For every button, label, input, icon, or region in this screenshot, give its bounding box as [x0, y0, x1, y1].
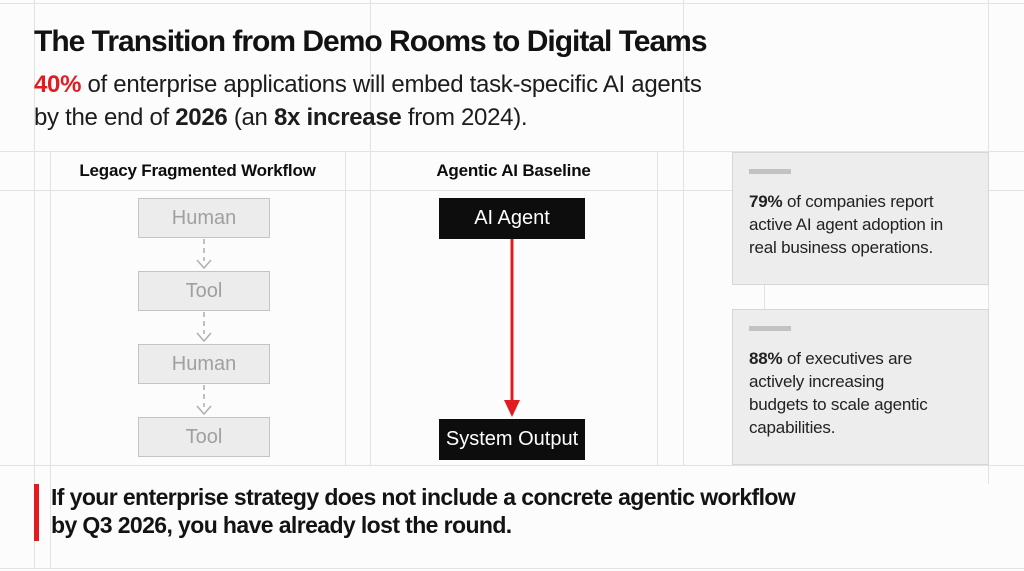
- grid-line: [0, 465, 1024, 466]
- workflow-box-tool-2: Tool: [138, 417, 270, 457]
- callout-line: If your enterprise strategy does not inc…: [51, 484, 796, 510]
- grid-line: [0, 3, 1024, 4]
- callout-accent-bar: [34, 484, 39, 541]
- stat-value-88: 88%: [749, 349, 783, 368]
- grid-line: [345, 151, 346, 465]
- panel-header-legacy: Legacy Fragmented Workflow: [79, 160, 316, 180]
- card-accent-bar: [749, 169, 791, 174]
- stat-card-line: of executives are: [782, 349, 913, 368]
- grid-line: [0, 568, 1024, 569]
- grid-line: [0, 190, 1024, 191]
- grid-line: [657, 151, 658, 465]
- year-highlight: 2026: [175, 104, 228, 131]
- stat-card-budgets: 88% of executives are actively increasin…: [732, 309, 989, 465]
- stat-card-text: 79% of companies report active AI agent …: [749, 190, 974, 259]
- grid-line: [0, 151, 1024, 152]
- stat-highlight-40: 40%: [34, 71, 82, 98]
- stat-card-line: budgets to scale agentic: [749, 395, 928, 414]
- callout-text: If your enterprise strategy does not inc…: [51, 483, 971, 539]
- subtitle-text: of enterprise applications will embed ta…: [81, 71, 702, 98]
- subtitle: 40% of enterprise applications will embe…: [34, 68, 974, 134]
- stat-card-line: real business operations.: [749, 238, 934, 257]
- stat-card-text: 88% of executives are actively increasin…: [749, 347, 974, 439]
- grid-line: [683, 0, 684, 465]
- workflow-box-human-2: Human: [138, 344, 270, 384]
- grid-line: [34, 0, 35, 568]
- grid-line: [764, 285, 765, 309]
- stat-card-line: active AI agent adoption in: [749, 215, 944, 234]
- ai-agent-box: AI Agent: [439, 198, 585, 239]
- page-title: The Transition from Demo Rooms to Digita…: [34, 25, 708, 58]
- dashed-arrow-icon: [196, 312, 212, 343]
- callout-line: by Q3 2026, you have already lost the ro…: [51, 512, 512, 538]
- workflow-box-tool-1: Tool: [138, 271, 270, 311]
- increase-highlight: 8x increase: [273, 104, 402, 131]
- stat-card-line: actively increasing: [749, 372, 885, 391]
- red-arrow-icon: [504, 239, 520, 417]
- stat-card-line: capabilities.: [749, 418, 836, 437]
- dashed-arrow-icon: [196, 385, 212, 416]
- stat-value-79: 79%: [749, 192, 783, 211]
- dashed-arrow-icon: [196, 239, 212, 270]
- legacy-workflow-diagram: Human Tool Human Tool: [138, 198, 270, 457]
- grid-line: [50, 151, 51, 568]
- subtitle-text: (an: [227, 104, 274, 131]
- stat-card-line: of companies report: [782, 192, 934, 211]
- system-output-box: System Output: [439, 419, 585, 460]
- subtitle-text: from 2024).: [401, 104, 528, 131]
- panel-header-agentic: Agentic AI Baseline: [436, 160, 591, 180]
- workflow-box-human-1: Human: [138, 198, 270, 238]
- stat-card-adoption: 79% of companies report active AI agent …: [732, 152, 989, 285]
- card-accent-bar: [749, 326, 791, 331]
- subtitle-text: by the end of: [34, 104, 176, 131]
- grid-line: [370, 0, 371, 465]
